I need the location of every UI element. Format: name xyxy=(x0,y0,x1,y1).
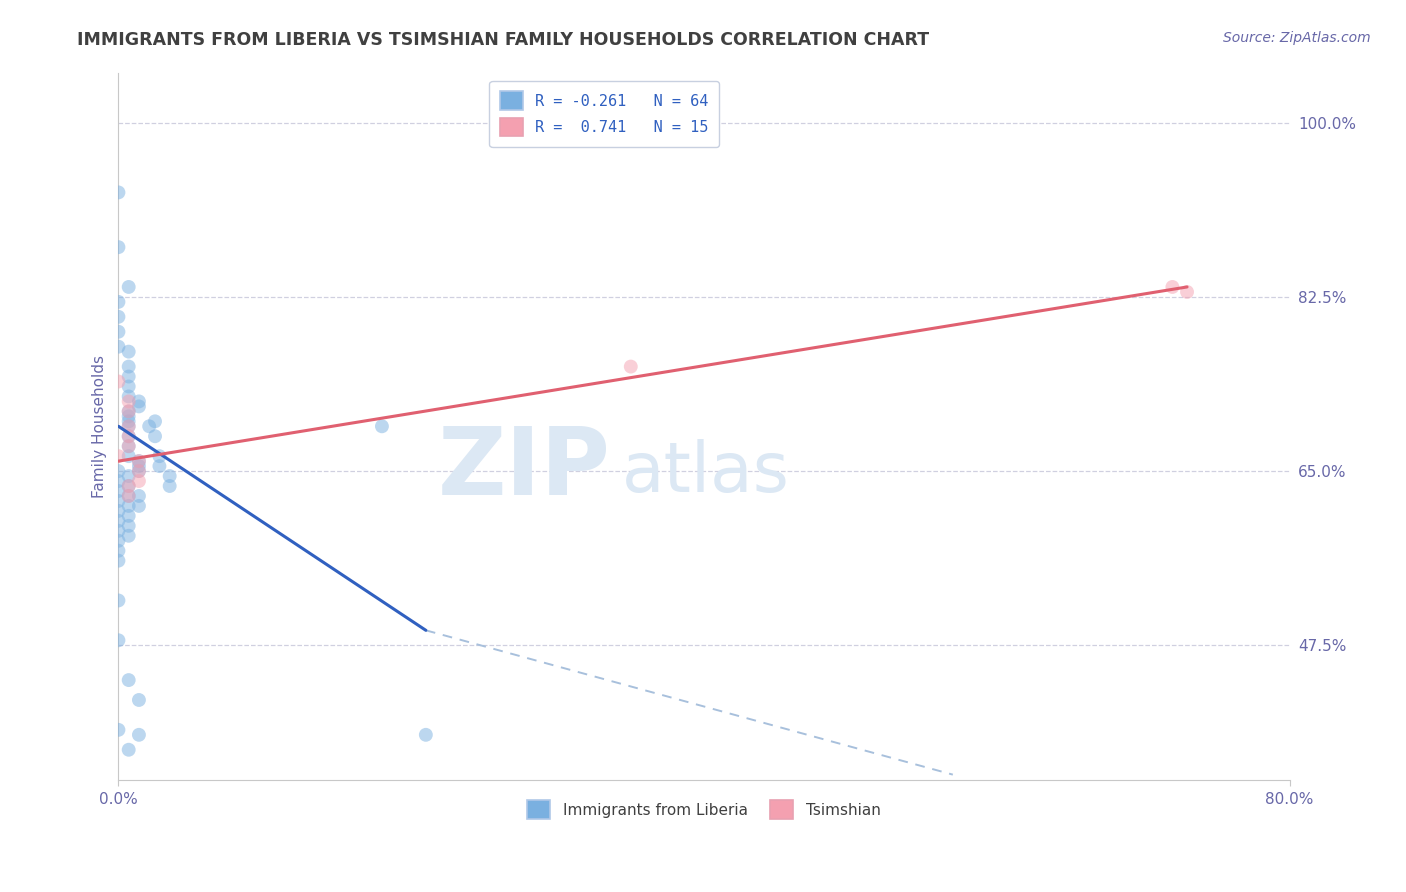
Point xyxy=(415,728,437,742)
Point xyxy=(107,494,129,508)
Point xyxy=(128,400,150,414)
Point xyxy=(118,414,141,428)
Point xyxy=(118,404,141,418)
Point xyxy=(107,294,129,309)
Point xyxy=(118,499,141,513)
Point xyxy=(118,389,141,403)
Text: Source: ZipAtlas.com: Source: ZipAtlas.com xyxy=(1223,31,1371,45)
Point xyxy=(159,469,181,483)
Point xyxy=(118,508,141,523)
Point xyxy=(118,529,141,543)
Point xyxy=(107,464,129,478)
Point xyxy=(143,414,166,428)
Point xyxy=(128,454,150,468)
Point xyxy=(107,533,129,548)
Point xyxy=(118,469,141,483)
Point xyxy=(159,479,181,493)
Point xyxy=(128,459,150,474)
Point xyxy=(128,474,150,488)
Point xyxy=(118,439,141,453)
Point xyxy=(1161,280,1184,294)
Point xyxy=(128,464,150,478)
Point xyxy=(107,633,129,648)
Point xyxy=(118,394,141,409)
Point xyxy=(118,479,141,493)
Point xyxy=(118,449,141,463)
Point xyxy=(128,464,150,478)
Point xyxy=(620,359,643,374)
Point xyxy=(107,340,129,354)
Legend: Immigrants from Liberia, Tsimshian: Immigrants from Liberia, Tsimshian xyxy=(522,794,887,825)
Point xyxy=(118,518,141,533)
Text: atlas: atlas xyxy=(621,439,790,506)
Point xyxy=(128,489,150,503)
Point xyxy=(107,554,129,568)
Point xyxy=(148,449,170,463)
Point xyxy=(118,280,141,294)
Point xyxy=(107,524,129,538)
Text: IMMIGRANTS FROM LIBERIA VS TSIMSHIAN FAMILY HOUSEHOLDS CORRELATION CHART: IMMIGRANTS FROM LIBERIA VS TSIMSHIAN FAM… xyxy=(77,31,929,49)
Point xyxy=(1175,285,1198,299)
Point xyxy=(118,369,141,384)
Point xyxy=(118,429,141,443)
Text: ZIP: ZIP xyxy=(437,423,610,515)
Y-axis label: Family Households: Family Households xyxy=(93,355,107,498)
Point xyxy=(118,419,141,434)
Point xyxy=(138,419,160,434)
Point xyxy=(148,459,170,474)
Point xyxy=(118,673,141,687)
Point xyxy=(107,474,129,488)
Point xyxy=(107,543,129,558)
Point xyxy=(107,504,129,518)
Point xyxy=(107,325,129,339)
Point xyxy=(118,404,141,418)
Point xyxy=(107,186,129,200)
Point xyxy=(107,514,129,528)
Point xyxy=(107,449,129,463)
Point xyxy=(118,419,141,434)
Point xyxy=(107,593,129,607)
Point xyxy=(107,310,129,324)
Point xyxy=(107,375,129,389)
Point xyxy=(118,489,141,503)
Point xyxy=(107,723,129,737)
Point xyxy=(128,454,150,468)
Point xyxy=(107,483,129,498)
Point xyxy=(128,394,150,409)
Point xyxy=(371,419,394,434)
Point xyxy=(128,499,150,513)
Point xyxy=(118,379,141,393)
Point xyxy=(128,693,150,707)
Point xyxy=(118,429,141,443)
Point xyxy=(118,439,141,453)
Point xyxy=(107,240,129,254)
Point xyxy=(118,489,141,503)
Point xyxy=(118,743,141,757)
Point xyxy=(118,479,141,493)
Point xyxy=(143,429,166,443)
Point xyxy=(128,728,150,742)
Point xyxy=(118,409,141,424)
Point xyxy=(118,359,141,374)
Point xyxy=(118,344,141,359)
